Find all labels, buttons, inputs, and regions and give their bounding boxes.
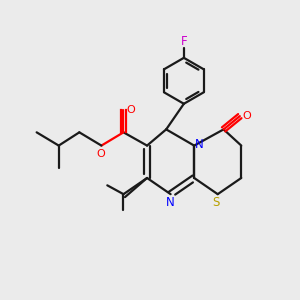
Text: O: O <box>127 105 135 115</box>
Text: O: O <box>243 111 251 121</box>
Text: N: N <box>195 138 204 151</box>
Text: O: O <box>96 149 105 159</box>
Text: N: N <box>166 196 175 209</box>
Text: F: F <box>181 35 187 48</box>
Text: S: S <box>213 196 220 209</box>
